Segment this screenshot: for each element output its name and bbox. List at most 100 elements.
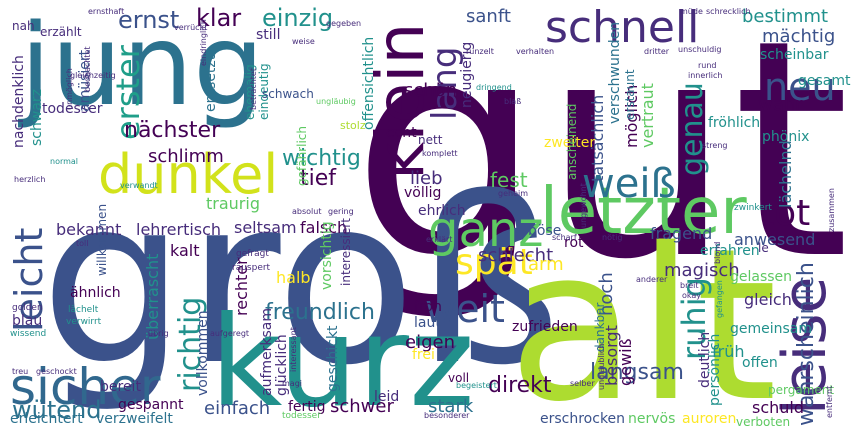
word-47: stark [428,396,474,417]
word-111: erfahren [700,243,760,259]
word-11: schnell [545,2,700,53]
word-170: verhalten [516,47,555,56]
word-69: gewiß [616,338,635,386]
word-152: besonderer [424,411,470,420]
word-61: gleich [744,290,792,309]
word-37: hoch [596,272,617,316]
word-177: streng [702,141,728,150]
word-131: stolz [340,119,366,132]
word-119: entsetzt [203,54,219,112]
word-148: treu [12,367,29,376]
word-28: wahrscheinlich [794,262,819,426]
word-79: todesser [42,101,103,117]
word-145: verwirrt [66,317,102,327]
word-160: beobachtet [83,46,92,92]
word-171: dritter [644,47,670,56]
word-140: breit [680,281,699,290]
word-120: amüsiert [77,49,93,112]
word-175: dringend [476,83,512,92]
word-77: nachdenklich [11,55,27,148]
word-44: sanft [466,6,511,27]
word-81: zweiter [544,135,596,151]
word-38: schlecht [478,245,554,266]
word-56: halb [276,268,311,287]
word-64: tatsächlich [588,94,607,182]
word-82: gelassen [730,269,793,285]
word-167: müde [680,7,703,16]
word-168: schrecklich [706,7,751,16]
word-113: fröhlich [708,115,761,131]
word-87: erschrocken [540,411,626,427]
word-107: vorsichtig [319,221,335,290]
word-147: wissend [10,329,47,339]
word-45: schlimm [148,146,224,167]
word-31: ernst [118,6,180,34]
word-105: glücklich [274,334,290,396]
word-92: dankbar [593,302,607,352]
word-96: voll [448,371,470,385]
word-189: todesser [282,411,321,421]
word-46: schwer [330,396,394,417]
word-8: sicher [10,358,161,416]
word-67: überrascht [143,253,162,340]
word-143: übrig [148,329,169,338]
word-5: letzter [540,175,747,249]
word-40: magisch [664,260,740,281]
word-2: alt [508,203,778,432]
word-162: eindringlich [199,19,208,66]
word-41: bestimmt [742,6,829,27]
word-89: auroren [682,411,737,427]
word-18: genau [675,82,710,176]
word-180: absolut [292,207,322,216]
word-29: klar [196,4,242,32]
word-51: lehrertisch [136,220,222,239]
word-75: ehrlich [418,203,466,219]
word-57: traurig [206,194,260,213]
word-127: nah [12,19,35,33]
word-97: geschickt [325,325,341,392]
word-21: ruhig [675,277,713,360]
word-114: scheinbar [760,47,829,63]
word-133: gefragt [236,249,269,259]
word-1: groß [40,149,562,416]
word-183: ungewohnt [579,183,588,228]
word-20: erster [109,45,147,140]
word-27: langsam [590,360,684,385]
word-94: leid [374,389,400,405]
word-23: nächster [124,118,221,143]
word-85: offen [742,355,778,371]
word-156: normal [50,157,79,166]
word-86: persönlich [707,333,723,406]
word-63: lächelnd [776,140,795,208]
word-188: gefangen [715,280,724,318]
word-106: interessiert [339,218,353,286]
word-101: verzweifelt [96,411,173,427]
word-135: erklärt [426,235,453,244]
word-73: laut [414,315,441,331]
word-109: rot [564,235,584,251]
word-138: blond [713,241,722,264]
word-36: schön [404,80,458,101]
word-154: toll [76,239,89,248]
word-25: wütend [12,396,102,424]
word-14: tot [760,193,811,234]
word-116: le [758,241,769,255]
word-84: deutlich [697,331,713,388]
word-187: magi [282,379,302,388]
word-103: vollkommen [195,310,211,396]
word-50: bekannt [56,220,122,239]
word-100: erleichtert [10,411,83,427]
word-99: bereit [100,379,141,395]
word-155: herzlich [14,175,46,184]
word-153: ungläubig [316,97,356,106]
word-117: verschwunden [607,21,623,124]
word-15: leicht [7,227,51,332]
word-60: anwesend [734,230,816,249]
word-71: blau [12,313,43,329]
word-176: blaß [504,97,522,106]
word-139: anderer [636,275,668,284]
word-163: ernsthaft [88,7,125,16]
word-7: leise [770,276,840,415]
word-121: ehemalig [243,64,257,120]
